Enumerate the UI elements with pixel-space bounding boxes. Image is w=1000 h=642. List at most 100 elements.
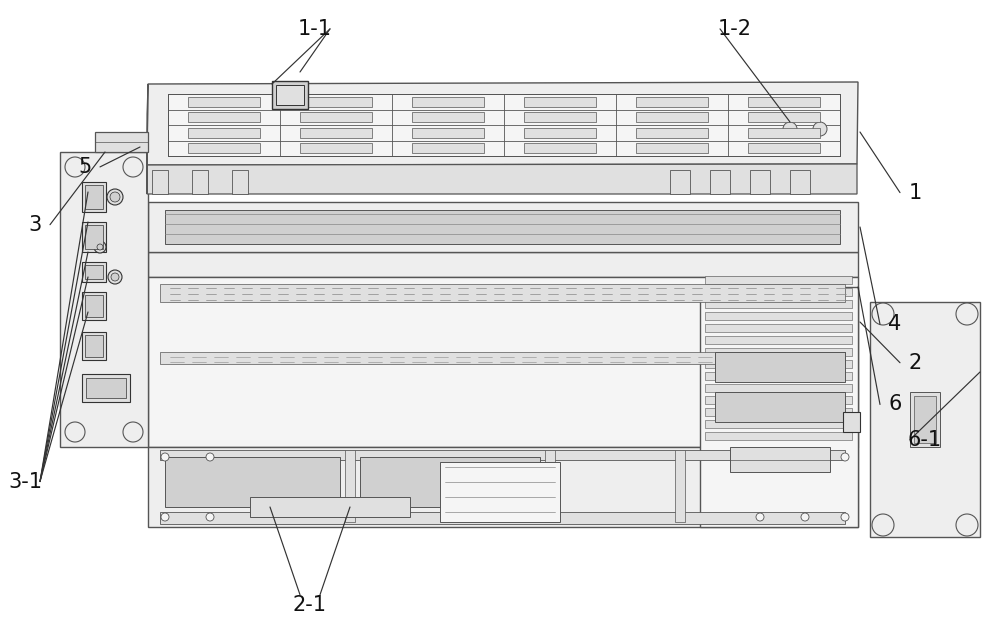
Polygon shape	[748, 97, 820, 107]
Polygon shape	[750, 170, 770, 194]
Polygon shape	[160, 284, 845, 302]
Polygon shape	[148, 202, 858, 252]
Polygon shape	[715, 392, 845, 422]
Polygon shape	[300, 143, 372, 153]
Text: 5: 5	[78, 157, 92, 177]
Circle shape	[841, 453, 849, 461]
Polygon shape	[636, 97, 708, 107]
Polygon shape	[870, 302, 980, 537]
Circle shape	[110, 192, 120, 202]
Polygon shape	[82, 182, 106, 212]
Text: 3: 3	[28, 214, 42, 235]
Polygon shape	[545, 450, 555, 522]
Polygon shape	[710, 170, 730, 194]
Text: 1: 1	[908, 182, 922, 203]
Polygon shape	[85, 185, 103, 209]
Polygon shape	[250, 497, 410, 517]
Polygon shape	[82, 262, 106, 282]
Polygon shape	[165, 457, 340, 507]
Polygon shape	[85, 225, 103, 249]
Circle shape	[956, 514, 978, 536]
Polygon shape	[147, 84, 148, 194]
Polygon shape	[670, 170, 690, 194]
Polygon shape	[272, 81, 308, 109]
Polygon shape	[360, 457, 540, 507]
Circle shape	[123, 157, 143, 177]
Polygon shape	[165, 210, 840, 244]
Circle shape	[108, 270, 122, 284]
Circle shape	[841, 513, 849, 521]
Polygon shape	[748, 112, 820, 122]
Circle shape	[206, 513, 214, 521]
Circle shape	[756, 453, 764, 461]
Circle shape	[801, 453, 809, 461]
Polygon shape	[82, 332, 106, 360]
Polygon shape	[843, 412, 860, 432]
Polygon shape	[232, 170, 248, 194]
Polygon shape	[412, 128, 484, 138]
Polygon shape	[440, 462, 560, 522]
Circle shape	[65, 422, 85, 442]
Polygon shape	[86, 378, 126, 398]
Polygon shape	[636, 112, 708, 122]
Circle shape	[801, 513, 809, 521]
Text: 1-1: 1-1	[298, 19, 332, 39]
Polygon shape	[85, 335, 103, 357]
Polygon shape	[700, 287, 858, 527]
Text: 6: 6	[888, 394, 902, 415]
Polygon shape	[705, 288, 852, 296]
Polygon shape	[705, 360, 852, 368]
Polygon shape	[705, 300, 852, 308]
Polygon shape	[524, 112, 596, 122]
Polygon shape	[730, 447, 830, 472]
Circle shape	[872, 514, 894, 536]
Polygon shape	[705, 324, 852, 332]
Polygon shape	[300, 97, 372, 107]
Circle shape	[107, 189, 123, 205]
Polygon shape	[636, 143, 708, 153]
Polygon shape	[168, 94, 840, 156]
Polygon shape	[147, 82, 858, 165]
Polygon shape	[85, 295, 103, 317]
Circle shape	[813, 122, 827, 136]
Polygon shape	[160, 512, 845, 524]
Polygon shape	[188, 97, 260, 107]
Polygon shape	[705, 312, 852, 320]
Polygon shape	[192, 170, 208, 194]
Polygon shape	[705, 384, 852, 392]
Circle shape	[97, 244, 103, 250]
Polygon shape	[705, 336, 852, 344]
Polygon shape	[524, 143, 596, 153]
Text: 2: 2	[908, 352, 922, 373]
Polygon shape	[85, 265, 103, 279]
Polygon shape	[705, 420, 852, 428]
Polygon shape	[412, 97, 484, 107]
Polygon shape	[705, 372, 852, 380]
Polygon shape	[705, 348, 852, 356]
Text: 2-1: 2-1	[293, 594, 327, 615]
Polygon shape	[95, 132, 148, 152]
Polygon shape	[276, 85, 304, 105]
Polygon shape	[188, 112, 260, 122]
Polygon shape	[188, 143, 260, 153]
Polygon shape	[910, 392, 940, 447]
Polygon shape	[705, 432, 852, 440]
Polygon shape	[148, 447, 858, 527]
Polygon shape	[160, 352, 845, 364]
Polygon shape	[188, 128, 260, 138]
Text: 4: 4	[888, 314, 902, 334]
Polygon shape	[675, 450, 685, 522]
Polygon shape	[82, 292, 106, 320]
Text: 6-1: 6-1	[908, 429, 942, 450]
Polygon shape	[300, 112, 372, 122]
Circle shape	[123, 422, 143, 442]
Circle shape	[111, 273, 119, 281]
Circle shape	[756, 513, 764, 521]
Polygon shape	[82, 222, 106, 252]
Polygon shape	[705, 276, 852, 284]
Polygon shape	[705, 396, 852, 404]
Polygon shape	[160, 450, 845, 460]
Circle shape	[872, 303, 894, 325]
Polygon shape	[60, 152, 148, 447]
Polygon shape	[790, 170, 810, 194]
